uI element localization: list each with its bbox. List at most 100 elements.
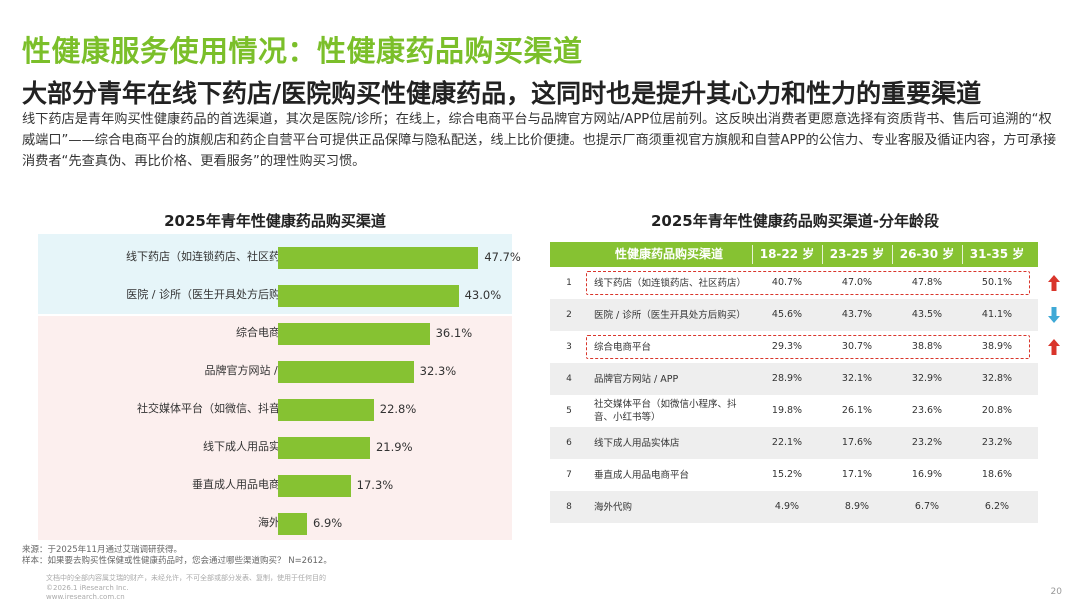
table-header-channel: 性健康药品购买渠道: [614, 247, 723, 261]
row-rank: 2: [566, 310, 572, 320]
bar-row: 垂直成人用品电商平台 17.3%: [38, 466, 512, 504]
age-group-table: 性健康药品购买渠道 18-22 岁 23-25 岁 26-30 岁 31-35 …: [550, 242, 1060, 523]
row-value-cell: 15.2%: [771, 469, 803, 480]
channel-bar-chart: 线下药店（如连锁药店、社区药店） 47.7% 医院 / 诊所（医生开具处方后购买） 4…: [38, 234, 521, 540]
page-title: 性健康服务使用情况：性健康药品购买渠道: [22, 34, 583, 68]
row-channel-name: 医院 / 诊所（医生开具处方后购买）: [594, 309, 746, 321]
highlight-box: [586, 271, 1030, 295]
copyright-notes: 文档中的全部内容属艾瑞的财产，未经允许，不可全部或部分发表、复制，使用于任何目的…: [46, 574, 326, 603]
row-channel-name: 社交媒体平台（如微信小程序、抖音、小红书等）: [594, 399, 737, 423]
row-channel-name: 线下成人用品实体店: [594, 437, 680, 449]
bar-value-label: 6.9%: [312, 516, 343, 530]
bar-value-label: 43.0%: [464, 288, 502, 302]
bar-value-label: 21.9%: [375, 440, 413, 454]
bar: [278, 399, 374, 421]
row-value-cell: 38.8%: [911, 341, 943, 352]
highlight-box: [586, 335, 1030, 359]
table-row: 4 品牌官方网站 / APP 28.9% 32.1% 32.9% 32.8%: [550, 363, 1038, 395]
bar-value-label: 32.3%: [419, 364, 457, 378]
table-row: 5 社交媒体平台（如微信小程序、抖音、小红书等） 19.8% 26.1% 23.6% 20…: [550, 395, 1038, 427]
sample-note: 样本：如果要去购买性保健或性健康药品时，您会通过哪些渠道购买？ N=2612。: [22, 556, 332, 566]
row-channel-name: 品牌官方网站 / APP: [594, 373, 679, 385]
table-row: 7 垂直成人用品电商平台 15.2% 17.1% 16.9% 18.6%: [550, 459, 1038, 491]
bar: [278, 437, 370, 459]
row-value-cell: 45.6%: [771, 309, 803, 320]
bar-row: 医院 / 诊所（医生开具处方后购买） 43.0%: [38, 276, 512, 314]
bar-category-label: 医院 / 诊所（医生开具处方后购买）: [126, 288, 302, 301]
page-number: 20: [1050, 587, 1062, 597]
bar: [278, 323, 430, 345]
header-divider: [752, 245, 753, 264]
bar: [278, 247, 479, 269]
row-value-cell: 20.8%: [981, 405, 1013, 416]
row-value-cell: 6.2%: [984, 501, 1010, 512]
arrow-up-icon: [1048, 339, 1060, 355]
table-body: 1 线下药店（如连锁药店、社区药店） 40.7% 47.0% 47.8% 50.1% 2 医院…: [550, 267, 1060, 523]
row-channel-name: 综合电商平台: [594, 341, 652, 353]
bar-chart-title: 2025年青年性健康药品购买渠道: [164, 212, 386, 230]
row-channel-name: 海外代购: [594, 501, 633, 513]
footer-notes: 来源：于2025年11月通过艾瑞调研获得。 样本：如果要去购买性保健或性健康药品…: [22, 545, 332, 567]
bar-category-label: 社交媒体平台（如微信、抖音等）: [137, 402, 302, 415]
bar-row: 品牌官方网站 / APP 32.3%: [38, 352, 512, 390]
row-value-cell: 47.0%: [841, 277, 873, 288]
table-row: 8 海外代购 4.9% 8.9% 6.7% 6.2%: [550, 491, 1038, 523]
row-rank: 8: [566, 502, 572, 512]
row-rank: 5: [566, 406, 572, 416]
bar-row: 社交媒体平台（如微信、抖音等） 22.8%: [38, 390, 512, 428]
row-value-cell: 16.9%: [911, 469, 943, 480]
row-value-cell: 22.1%: [771, 437, 803, 448]
bar-value-label: 47.7%: [484, 250, 521, 264]
row-channel-name: 垂直成人用品电商平台: [594, 469, 690, 481]
bar-value-label: 36.1%: [435, 326, 473, 340]
description-text: 线下药店是青年购买性健康药品的首选渠道，其次是医院/诊所；在线上，综合电商平台与…: [22, 112, 1057, 169]
row-value-cell: 28.9%: [771, 373, 803, 384]
table-row: 1 线下药店（如连锁药店、社区药店） 40.7% 47.0% 47.8% 50.1%: [550, 267, 1060, 299]
row-value-cell: 30.7%: [841, 341, 873, 352]
row-value-cell: 26.1%: [841, 405, 873, 416]
table-row: 3 综合电商平台 29.3% 30.7% 38.8% 38.9%: [550, 331, 1060, 363]
bar-row: 线下药店（如连锁药店、社区药店） 47.7%: [38, 238, 521, 276]
row-value-cell: 40.7%: [771, 277, 803, 288]
table-title: 2025年青年性健康药品购买渠道-分年龄段: [651, 212, 939, 230]
bar-category-label: 垂直成人用品电商平台: [192, 478, 302, 491]
row-value-cell: 4.9%: [774, 501, 800, 512]
row-value-cell: 6.7%: [914, 501, 940, 512]
source-note: 来源：于2025年11月通过艾瑞调研获得。: [22, 545, 182, 555]
row-value-cell: 32.9%: [911, 373, 943, 384]
bar-row: 综合电商平台 36.1%: [38, 314, 512, 352]
bar: [278, 513, 307, 535]
row-value-cell: 23.6%: [911, 405, 943, 416]
row-value-cell: 23.2%: [911, 437, 943, 448]
row-value-cell: 19.8%: [771, 405, 803, 416]
table-row: 6 线下成人用品实体店 22.1% 17.6% 23.2% 23.2%: [550, 427, 1038, 459]
bar-row: 线下成人用品实体店 21.9%: [38, 428, 512, 466]
row-value-cell: 8.9%: [844, 501, 870, 512]
copyright-year: ©2026.1 iResearch Inc.: [46, 583, 129, 592]
row-rank: 6: [566, 438, 572, 448]
row-value-cell: 43.5%: [911, 309, 943, 320]
row-rank: 3: [566, 342, 572, 352]
row-value-cell: 50.1%: [981, 277, 1013, 288]
arrow-down-icon: [1048, 307, 1060, 323]
row-value-cell: 17.1%: [841, 469, 873, 480]
row-value-cell: 32.1%: [841, 373, 873, 384]
table-header-age-18-22: 18-22 岁: [759, 247, 815, 261]
row-value-cell: 23.2%: [981, 437, 1013, 448]
bar-value-label: 22.8%: [379, 402, 417, 416]
bar-value-label: 17.3%: [356, 478, 394, 492]
header-divider: [892, 245, 893, 264]
copyright-statement: 文档中的全部内容属艾瑞的财产，未经允许，不可全部或部分发表、复制，使用于任何目的: [46, 574, 326, 582]
row-value-cell: 18.6%: [981, 469, 1013, 480]
row-value-cell: 17.6%: [841, 437, 873, 448]
row-value-cell: 38.9%: [981, 341, 1013, 352]
bar: [278, 361, 414, 383]
row-value-cell: 32.8%: [981, 373, 1013, 384]
row-rank: 7: [566, 470, 572, 480]
row-value-cell: 47.8%: [911, 277, 943, 288]
bar: [278, 475, 351, 497]
online-group-background: [38, 316, 512, 540]
page-subtitle: 大部分青年在线下药店/医院购买性健康药品，这同时也是提升其心力和性力的重要渠道: [22, 79, 982, 108]
bar-category-label: 品牌官方网站 / APP: [204, 364, 303, 377]
table-header: 性健康药品购买渠道 18-22 岁 23-25 岁 26-30 岁 31-35 …: [550, 242, 1038, 267]
